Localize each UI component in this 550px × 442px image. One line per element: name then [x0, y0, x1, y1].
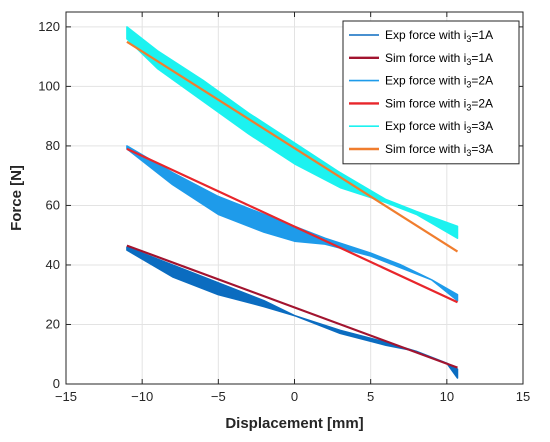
- y-axis-label: Force [N]: [8, 165, 25, 231]
- series-sim-3: [126, 147, 458, 304]
- y-tick-label-3: 60: [46, 197, 60, 212]
- legend-entry-3: Sim force with i3=2A: [385, 96, 493, 112]
- legend-entry-0: Exp force with i3=1A: [385, 28, 493, 44]
- legend-entry-1: Sim force with i3=1A: [385, 51, 493, 67]
- y-tick-label-4: 80: [46, 138, 60, 153]
- legend-entry-5: Sim force with i3=3A: [385, 142, 493, 158]
- x-tick-label-1: −10: [131, 389, 153, 404]
- y-tick-label-2: 40: [46, 257, 60, 272]
- legend-entry-4: Exp force with i3=3A: [385, 119, 493, 135]
- series-exp-0: [126, 246, 459, 379]
- series-sim-1: [126, 244, 458, 369]
- x-tick-label-2: −5: [211, 389, 226, 404]
- x-tick-label-5: 10: [440, 389, 454, 404]
- series-group: [126, 26, 459, 379]
- x-tick-label-6: 15: [516, 389, 530, 404]
- series-sim-5: [126, 40, 459, 253]
- y-tick-label-0: 0: [53, 376, 60, 391]
- x-axis-label: Displacement [mm]: [225, 415, 363, 432]
- x-tick-label-3: 0: [291, 389, 298, 404]
- series-exp-4: [126, 26, 459, 239]
- tick-labels: −15 −10 −5 0 5 10 15 0 20 40 60 80 100 120: [38, 19, 530, 404]
- axes: [65, 11, 524, 385]
- legend-entry-2: Exp force with i3=2A: [385, 74, 493, 90]
- y-tick-label-6: 120: [38, 19, 60, 34]
- x-tick-label-0: −15: [55, 389, 77, 404]
- x-tick-label-4: 5: [367, 389, 374, 404]
- y-tick-label-5: 100: [38, 78, 60, 93]
- legend-box: [342, 20, 520, 165]
- legend: Exp force with i3=1A Sim force with i3=1A…: [342, 20, 520, 165]
- y-tick-label-1: 20: [46, 316, 60, 331]
